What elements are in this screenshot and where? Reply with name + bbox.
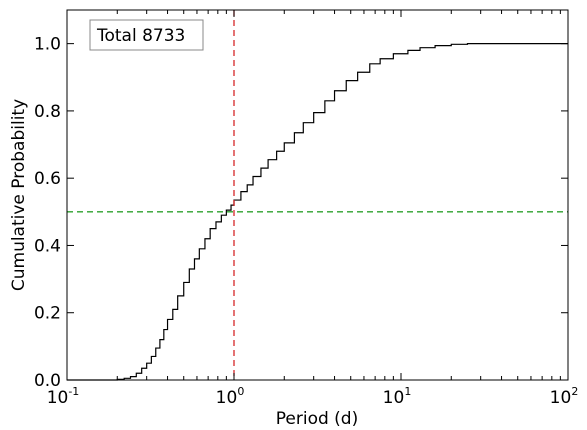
x-axis-label: Period (d) [276,409,358,429]
x-tick-exponent: 0 [237,385,244,398]
x-tick-exponent: 1 [404,385,411,398]
x-tick-label: 102 [550,385,579,408]
x-tick-exponent: 2 [571,385,578,398]
annotation-text: Total 8733 [96,26,185,46]
y-tick-label: 0.4 [34,236,61,256]
plot-frame [66,9,569,381]
x-tick-label: 10-1 [47,385,80,408]
y-tick-label: 0.6 [34,169,61,189]
x-tick-label: 101 [383,385,412,408]
y-axis-label: Cumulative Probability [9,99,29,291]
x-tick-exponent: -1 [68,385,79,398]
annotation-frame [89,19,204,51]
axes-frame [66,9,569,381]
x-tick-label: 100 [216,385,245,408]
y-tick-label: 0.0 [34,371,61,391]
annotation-box: Total 8733 [89,19,204,51]
y-tick-label: 0.2 [34,304,61,324]
y-tick-label: 0.8 [34,102,61,122]
y-tick-label: 1.0 [34,35,61,55]
reference-lines [67,10,568,380]
axis-ticks: 0.00.20.40.60.81.010-1 100 101 102 [34,10,578,408]
